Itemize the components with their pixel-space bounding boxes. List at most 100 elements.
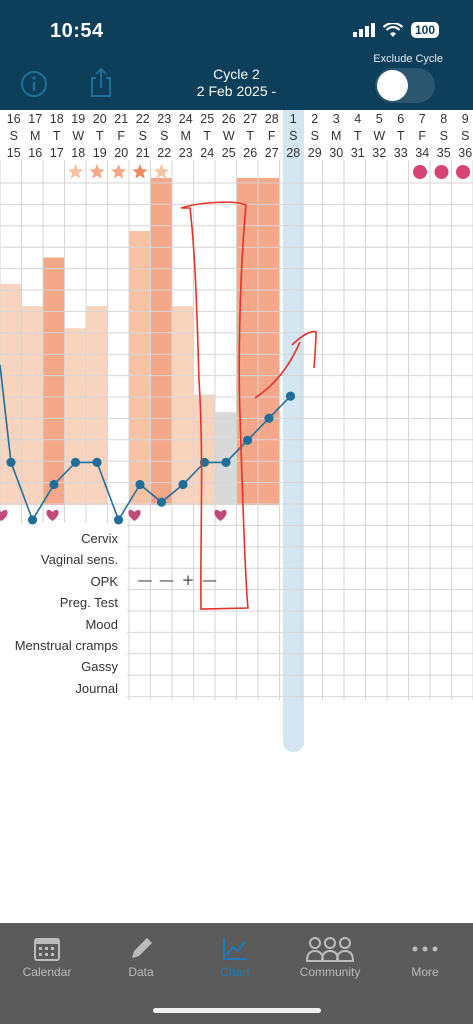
temperature-point: [27, 515, 38, 525]
annotation-scribble: [180, 201, 249, 610]
date-cell-weekday: T: [353, 129, 362, 143]
date-cell-weekday: F: [117, 129, 126, 143]
fertile-star-icon: [132, 164, 148, 179]
bar: [193, 394, 215, 505]
intercourse-heart-icon: [128, 509, 141, 521]
date-cell-cycle_day: 33: [393, 146, 408, 160]
date-cell-cycle_day: 22: [157, 146, 172, 160]
date-cell-day_of_month: 8: [440, 112, 448, 126]
home-indicator: [153, 1008, 321, 1013]
temperature-point: [242, 435, 253, 445]
temperature-segment: [160, 483, 184, 503]
tab-bar: Calendar Data Chart Community More: [0, 923, 473, 1024]
share-icon: [91, 67, 111, 97]
row-label: Preg. Test: [59, 595, 118, 611]
date-cell-cycle_day: 27: [264, 146, 279, 160]
date-cell-weekday: S: [9, 129, 18, 143]
date-cell-weekday: F: [267, 129, 276, 143]
fertility-chart[interactable]: — — + —: [0, 160, 473, 700]
date-cell-weekday: S: [310, 129, 319, 143]
temperature-segment: [268, 395, 292, 419]
date-cell-day_of_month: 24: [178, 112, 193, 126]
date-cell-cycle_day: 17: [49, 146, 64, 160]
date-cell-day_of_month: 23: [157, 112, 172, 126]
bar: [172, 306, 194, 505]
bar: [21, 306, 43, 505]
date-cell-day_of_month: 9: [461, 112, 469, 126]
temperature-segment: [10, 462, 34, 521]
tab-chart[interactable]: Chart: [188, 933, 282, 979]
tab-more[interactable]: More: [378, 933, 472, 979]
bar: [86, 306, 108, 505]
date-cell-cycle_day: 24: [200, 146, 215, 160]
battery-indicator: 100: [410, 22, 439, 38]
tab-community-label: Community: [299, 965, 361, 979]
fertile-star-icon: [153, 164, 170, 179]
tab-calendar-label: Calendar: [22, 965, 72, 979]
date-cell-day_of_month: 6: [397, 112, 405, 126]
community-icon: [305, 937, 355, 962]
date-cell-cycle_day: 31: [350, 146, 365, 160]
period-dot-icon: [456, 165, 470, 179]
date-cell-day_of_month: 25: [200, 112, 215, 126]
date-cell-weekday: M: [331, 129, 342, 143]
date-cell-weekday: W: [373, 129, 386, 143]
bar: [43, 257, 65, 505]
tab-chart-label: Chart: [220, 965, 250, 979]
temperature-point: [49, 479, 59, 490]
date-cell-cycle_day: 26: [243, 146, 258, 160]
date-cell-day_of_month: 17: [28, 112, 43, 126]
date-cell-day_of_month: 21: [114, 112, 129, 126]
opk-marker: —: [138, 571, 153, 589]
row-label: Menstrual cramps: [14, 638, 118, 653]
date-cell-day_of_month: 19: [71, 112, 86, 126]
temperature-point: [113, 515, 124, 525]
tab-data[interactable]: Data: [94, 933, 188, 979]
date-cell-weekday: S: [439, 129, 448, 143]
period-dot-icon: [413, 165, 427, 179]
temperature-point: [264, 413, 274, 423]
exclude-cycle-toggle[interactable]: [375, 68, 435, 103]
date-cell-day_of_month: 3: [332, 112, 340, 126]
cycle-title: Cycle 2 2 Feb 2025 -: [0, 66, 473, 100]
date-cell-cycle_day: 36: [458, 146, 473, 160]
more-icon: [412, 946, 438, 952]
temperature-point: [285, 391, 296, 401]
temperature-segment: [117, 484, 141, 521]
bar: [129, 230, 151, 505]
date-cell-weekday: T: [246, 129, 255, 143]
temperature-point: [199, 457, 210, 467]
cycle-date: 2 Feb 2025 -: [196, 83, 277, 99]
date-cell-cycle_day: 20: [114, 146, 129, 160]
tab-calendar[interactable]: Calendar: [0, 933, 94, 979]
fertile-star-icon: [110, 164, 127, 179]
temperature-segment: [139, 483, 163, 503]
temperature-point: [92, 457, 102, 467]
info-button[interactable]: [20, 70, 48, 103]
share-button[interactable]: [90, 66, 112, 103]
period-dot-icon: [434, 165, 449, 179]
date-cell-cycle_day: 23: [178, 146, 193, 160]
date-cell-cycle_day: 19: [92, 146, 107, 160]
temperature-segment: [225, 439, 249, 463]
annotation-arrow: [254, 330, 317, 399]
date-cell-cycle_day: 32: [372, 146, 387, 160]
date-cell-day_of_month: 16: [6, 112, 21, 126]
date-cell-weekday: F: [418, 129, 427, 143]
status-icons: 100: [352, 22, 439, 38]
date-cell-cycle_day: 35: [436, 146, 451, 160]
temperature-point: [70, 457, 81, 467]
temperature-segment: [0, 364, 12, 463]
fertile-star-icon: [67, 164, 84, 179]
date-cell-cycle_day: 16: [28, 146, 43, 160]
tab-community[interactable]: Community: [283, 933, 377, 979]
opk-marker: —: [202, 571, 217, 589]
temperature-segment: [246, 417, 270, 441]
temperature-segment: [96, 462, 120, 521]
intercourse-heart-icon: [46, 509, 59, 521]
bar: [64, 328, 86, 505]
date-cell-cycle_day: 15: [6, 146, 21, 160]
day-of-month-row: 16 17 18 19 20 21 22 23 24 25 26 27 28 1 2 3 4 5 6 7 8 9: [0, 111, 473, 128]
bar: [150, 177, 172, 506]
temperature-segment: [53, 461, 77, 486]
